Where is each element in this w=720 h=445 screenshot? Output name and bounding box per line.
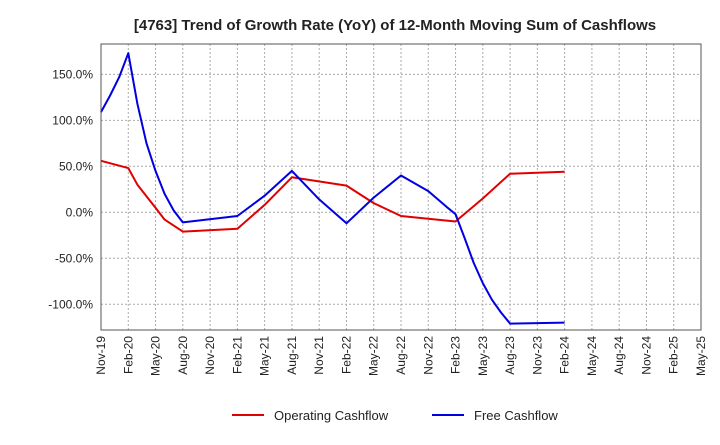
x-tick-label: May-22 [367,336,381,376]
x-tick-label: Nov-22 [421,336,435,375]
x-tick-label: Nov-24 [639,336,653,375]
y-tick-label: 150.0% [52,67,93,81]
chart-title: [4763] Trend of Growth Rate (YoY) of 12-… [134,17,656,34]
x-tick-label: Aug-23 [503,336,517,375]
x-tick-label: Feb-21 [230,336,244,374]
x-tick-label: Feb-24 [558,336,572,374]
y-tick-label: -50.0% [55,251,93,265]
x-tick-label: May-23 [476,336,490,376]
x-tick-label: Feb-25 [667,336,681,374]
grid-lines [101,44,701,330]
axes: Nov-19 Feb-20 May-20 Aug-20 Nov-20 Feb-21 May-… [48,67,708,376]
legend: Operating Cashflow Free Cashflow [232,408,558,423]
series-line-2 [100,52,565,325]
y-tick-label: 50.0% [59,159,93,173]
legend-label: Operating Cashflow [274,408,389,423]
x-tick-label: Nov-23 [530,336,544,375]
y-tick-label: 100.0% [52,113,93,127]
x-tick-label: Aug-21 [285,336,299,375]
x-tick-label: Nov-20 [203,336,217,375]
series-line-1 [100,159,565,233]
x-tick-label: Nov-21 [312,336,326,375]
series-lines [100,52,565,325]
x-tick-label: Nov-19 [94,336,108,375]
x-tick-label: Aug-24 [612,336,626,375]
y-tick-label: -100.0% [48,297,93,311]
x-tick-label: May-20 [149,336,163,376]
x-tick-label: May-21 [258,336,272,376]
x-tick-label: Aug-22 [394,336,408,375]
x-tick-label: Aug-20 [176,336,190,375]
legend-label: Free Cashflow [474,408,558,423]
plot-frame [100,43,702,331]
x-tick-label: May-24 [585,336,599,376]
x-tick-label: May-25 [694,336,708,376]
x-tick-label: Feb-20 [121,336,135,374]
y-tick-label: 0.0% [66,205,94,219]
x-tick-label: Feb-23 [449,336,463,374]
x-tick-label: Feb-22 [339,336,353,374]
